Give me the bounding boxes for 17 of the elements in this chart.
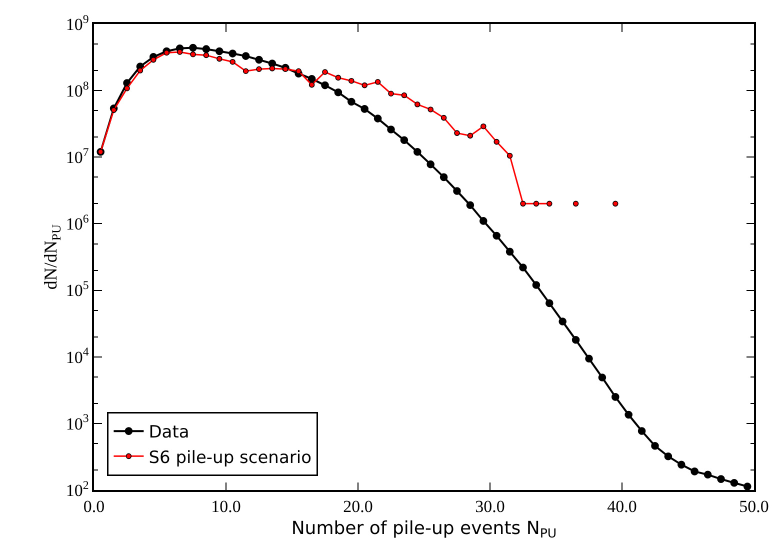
x-tick-label: 20.0 [343, 497, 373, 516]
y-tick-label: 10$^{4}$ [66, 344, 89, 367]
x-axis-title: Number of pile-up events N$_{PU}$ [291, 518, 557, 541]
y-tick-label: 10$^{5}$ [66, 278, 89, 300]
y-tick-label: 10$^{8}$ [66, 78, 89, 101]
x-tick-label: 30.0 [475, 497, 505, 516]
y-tick-label: 10$^{9}$ [66, 12, 89, 34]
y-tick-label: 10$^{6}$ [66, 212, 89, 234]
x-tick-label: 40.0 [607, 497, 637, 516]
y-tick-label: 10$^{3}$ [66, 411, 89, 434]
legend-label: S6 pile-up scenario [148, 448, 312, 468]
x-tick-label: 0.0 [83, 497, 105, 516]
x-tick-label: 50.0 [739, 497, 769, 516]
x-tick-label: 10.0 [211, 497, 241, 516]
legend-label: Data [148, 422, 190, 443]
y-tick-label: 10$^{2}$ [66, 478, 89, 500]
y-tick-label: 10$^{7}$ [66, 144, 89, 168]
